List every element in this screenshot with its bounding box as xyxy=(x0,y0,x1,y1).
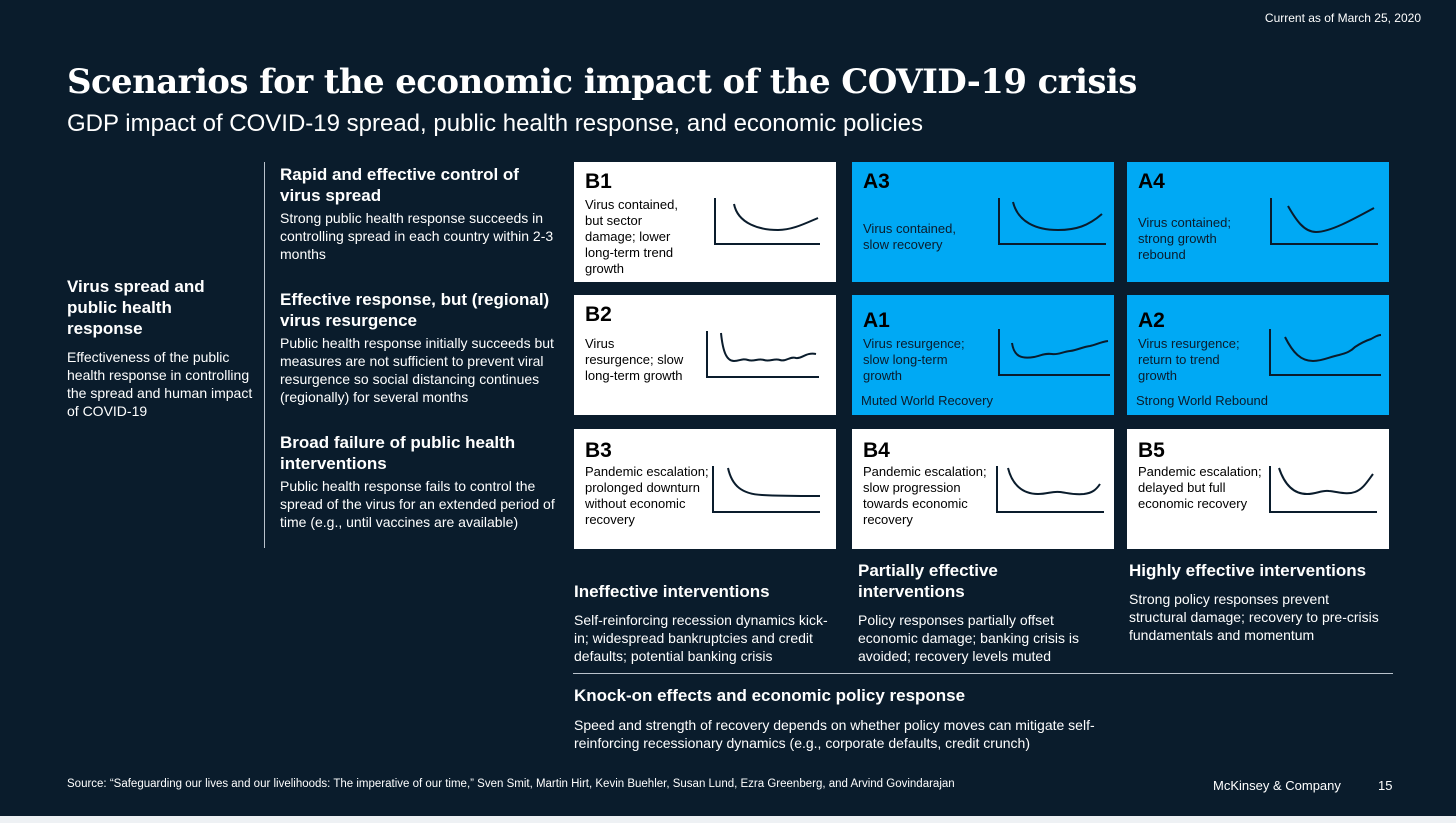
row-label-resurgence: Effective response, but (regional) virus… xyxy=(280,289,560,406)
row-description: Strong public health response succeeds i… xyxy=(280,210,554,262)
scenario-description: Pandemic escalation; delayed but full ec… xyxy=(1138,464,1262,511)
page-title: Scenarios for the economic impact of the… xyxy=(67,62,1137,102)
bottom-axis-heading: Knock-on effects and economic policy res… xyxy=(574,686,966,705)
row-description: Public health response fails to control … xyxy=(280,478,555,530)
date-stamp: Current as of March 25, 2020 xyxy=(1264,11,1421,25)
scenario-card-a4: A4 Virus contained; strong growth reboun… xyxy=(1127,162,1389,282)
row-label-rapid-control: Rapid and effective control of virus spr… xyxy=(280,164,560,263)
left-axis-description: Effectiveness of the public health respo… xyxy=(67,349,253,419)
gdp-curve-icon xyxy=(706,331,819,378)
scenario-card-b1: B1 Virus contained, but sector damage; l… xyxy=(574,162,836,282)
gdp-curve-icon xyxy=(714,198,820,245)
gdp-curve-icon xyxy=(1269,329,1382,376)
scenario-description: Virus resurgence; slow long-term growth xyxy=(863,336,965,383)
scenario-code: B5 xyxy=(1138,439,1165,462)
scenario-card-b2: B2 Virus resurgence; slow long-term grow… xyxy=(574,295,836,415)
column-label-ineffective: Ineffective interventions Self-reinforci… xyxy=(574,581,839,665)
scenario-code: B1 xyxy=(585,170,612,193)
column-heading: Ineffective interventions xyxy=(574,582,770,601)
gdp-curve-icon xyxy=(1269,466,1377,513)
column-description: Strong policy responses prevent structur… xyxy=(1129,591,1379,643)
page-subtitle: GDP impact of COVID-19 spread, public he… xyxy=(67,110,923,137)
scenario-card-b3: B3 Pandemic escalation; prolonged downtu… xyxy=(574,429,836,549)
scenario-description: Pandemic escalation; prolonged downturn … xyxy=(585,464,709,527)
scenario-code: A1 xyxy=(863,309,890,332)
scenario-code: A2 xyxy=(1138,309,1165,332)
column-label-highly-effective: Highly effective interventions Strong po… xyxy=(1129,560,1379,644)
bottom-strip xyxy=(0,816,1456,823)
source-note: Source: “Safeguarding our lives and our … xyxy=(67,778,955,790)
bottom-axis-label: Knock-on effects and economic policy res… xyxy=(574,685,1134,752)
scenario-description: Virus resurgence; return to trend growth xyxy=(1138,336,1240,383)
scenario-card-a2: A2 Virus resurgence; return to trend gro… xyxy=(1127,295,1389,415)
scenario-description: Virus resurgence; slow long-term growth xyxy=(585,336,684,383)
bottom-divider xyxy=(573,673,1393,674)
scenario-description: Pandemic escalation; slow progression to… xyxy=(863,464,987,527)
scenario-code: B3 xyxy=(585,439,612,462)
scenario-description: Virus contained, but sector damage; lowe… xyxy=(585,197,678,276)
row-heading: Rapid and effective control of virus spr… xyxy=(280,165,519,205)
scenario-footnote: Muted World Recovery xyxy=(861,393,993,408)
left-divider xyxy=(264,162,265,548)
row-heading: Broad failure of public health intervent… xyxy=(280,433,516,473)
page-number: 15 xyxy=(1378,778,1393,793)
bottom-axis-description: Speed and strength of recovery depends o… xyxy=(574,717,1095,751)
gdp-curve-icon xyxy=(998,198,1106,245)
column-description: Policy responses partially offset econom… xyxy=(858,612,1079,664)
column-description: Self-reinforcing recession dynamics kick… xyxy=(574,612,828,664)
column-label-partially-effective: Partially effective interventions Policy… xyxy=(858,560,1098,665)
scenario-card-b5: B5 Pandemic escalation; delayed but full… xyxy=(1127,429,1389,549)
gdp-curve-icon xyxy=(996,466,1104,513)
column-heading: Highly effective interventions xyxy=(1129,561,1367,580)
scenario-code: B4 xyxy=(863,439,890,462)
left-axis-heading: Virus spread and public health response xyxy=(67,277,205,338)
scenario-card-b4: B4 Pandemic escalation; slow progression… xyxy=(852,429,1114,549)
row-heading: Effective response, but (regional) virus… xyxy=(280,290,550,330)
scenario-card-a1: A1 Virus resurgence; slow long-term grow… xyxy=(852,295,1114,415)
scenario-description: Virus contained; strong growth rebound xyxy=(1138,215,1231,262)
gdp-curve-icon xyxy=(998,329,1110,376)
column-heading: Partially effective interventions xyxy=(858,561,998,601)
scenario-code: B2 xyxy=(585,303,612,326)
gdp-curve-icon xyxy=(712,466,821,513)
row-label-broad-failure: Broad failure of public health intervent… xyxy=(280,432,560,531)
brand-logo: McKinsey & Company xyxy=(1213,778,1341,793)
scenario-card-a3: A3 Virus contained, slow recovery xyxy=(852,162,1114,282)
scenario-code: A4 xyxy=(1138,170,1165,193)
scenario-description: Virus contained, slow recovery xyxy=(863,221,956,252)
gdp-curve-icon xyxy=(1270,198,1378,245)
scenario-footnote: Strong World Rebound xyxy=(1136,393,1269,408)
scenario-code: A3 xyxy=(863,170,890,193)
row-description: Public health response initially succeed… xyxy=(280,335,554,405)
